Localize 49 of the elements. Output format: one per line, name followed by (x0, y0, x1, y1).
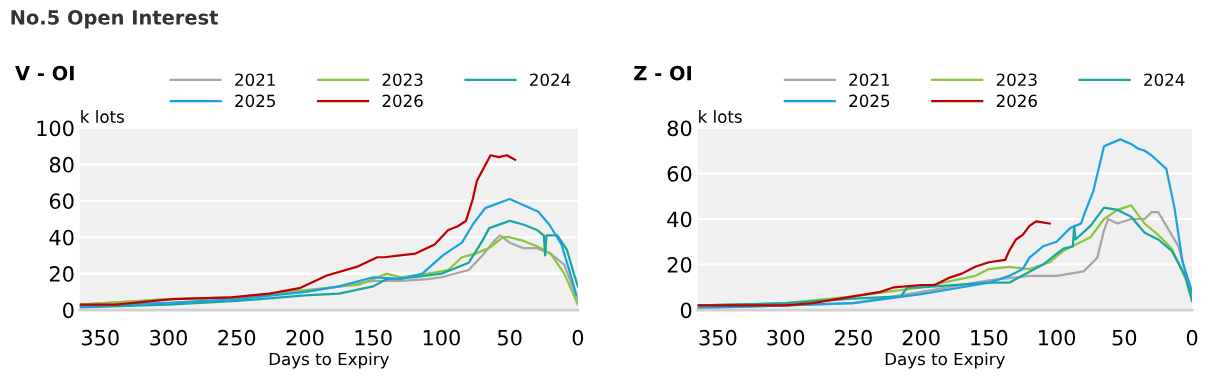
legend-label: 2023 (996, 73, 1037, 87)
x-tick-label: 50 (1112, 329, 1137, 346)
y-axis-title: k lots (699, 110, 742, 123)
legend-label: 2026 (996, 94, 1037, 108)
y-tick-label: 40 (49, 229, 74, 246)
y-tick-label: 0 (63, 302, 74, 319)
line-series (697, 220, 1051, 307)
line-series (79, 219, 578, 309)
x-tick-label: 100 (423, 329, 460, 346)
x-axis-title: Days to Expiry (269, 352, 389, 369)
x-tick-label: 50 (498, 329, 522, 346)
y-axis-title: k lots (81, 110, 124, 123)
chart-subtitle: Z - OI (634, 65, 691, 81)
x-tick-label: 250 (218, 329, 256, 346)
legend-label: 2025 (235, 94, 275, 108)
legend-label: 2021 (849, 73, 890, 87)
x-tick-label: 350 (699, 329, 737, 346)
legend-label: 2021 (235, 73, 275, 87)
x-tick-label: 250 (835, 329, 872, 346)
x-tick-label: 100 (1039, 329, 1076, 346)
chart-subtitle: V - OI (15, 65, 74, 81)
line-series (79, 154, 517, 306)
chart-title: No.5 Open Interest (11, 10, 218, 29)
legend-label: 2024 (1144, 73, 1185, 87)
y-tick-label: 20 (49, 266, 74, 282)
x-axis-title: Days to Expiry (885, 352, 1005, 369)
x-tick-label: 200 (286, 329, 324, 346)
y-tick-label: 40 (667, 211, 692, 228)
y-tick-label: 20 (667, 256, 692, 273)
x-tick-label: 150 (971, 329, 1008, 346)
y-tick-label: 100 (37, 120, 74, 137)
x-tick-label: 300 (767, 329, 805, 346)
y-tick-label: 80 (667, 120, 692, 137)
line-series (79, 197, 578, 308)
line-series (697, 138, 1193, 309)
x-tick-label: 150 (355, 329, 392, 346)
y-tick-label: 0 (680, 302, 692, 319)
x-tick-label: 200 (902, 329, 940, 346)
x-tick-label: 0 (572, 329, 584, 346)
y-tick-label: 80 (49, 156, 74, 173)
x-tick-label: 350 (81, 329, 119, 346)
x-tick-label: 300 (150, 329, 187, 346)
y-tick-label: 60 (667, 165, 692, 182)
legend-label: 2026 (382, 94, 423, 108)
legend-label: 2023 (382, 73, 423, 87)
legend-label: 2024 (530, 73, 571, 87)
x-tick-label: 0 (1186, 329, 1198, 346)
y-tick-label: 60 (49, 193, 74, 210)
legend-label: 2025 (849, 94, 890, 108)
